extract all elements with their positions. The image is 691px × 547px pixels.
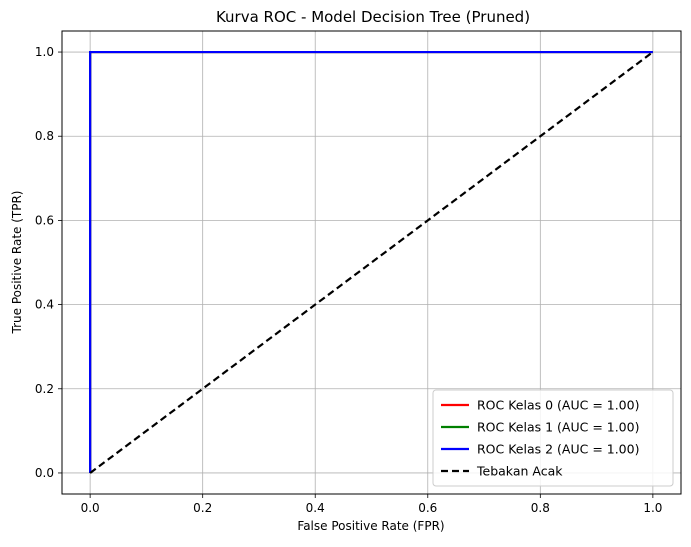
y-axis-label: True Positive Rate (TPR) (10, 191, 24, 335)
legend-label-0: ROC Kelas 0 (AUC = 1.00) (477, 398, 639, 413)
plot-frame (61, 30, 682, 495)
legend-label-3: Tebakan Acak (476, 464, 563, 479)
x-axis-label: False Positive Rate (FPR) (297, 519, 444, 533)
y-tick-label-3: 0.6 (35, 213, 54, 227)
axis-ticks: 0.0 0.2 0.4 0.6 0.8 1.0 0.0 0.2 0.4 0.6 0.8 1.0 (35, 45, 663, 515)
x-tick-label-2: 0.4 (306, 501, 325, 515)
series-layer (89, 50, 654, 474)
x-tick-label-4: 0.8 (531, 501, 550, 515)
y-tick-label-4: 0.8 (35, 129, 54, 143)
x-tick-label-1: 0.2 (193, 501, 212, 515)
y-tick-label-2: 0.4 (35, 298, 54, 312)
legend-label-2: ROC Kelas 2 (AUC = 1.00) (477, 442, 639, 457)
legend-label-1: ROC Kelas 1 (AUC = 1.00) (477, 420, 639, 435)
y-tick-label-5: 1.0 (35, 45, 54, 59)
x-tick-label-5: 1.0 (643, 501, 662, 515)
series-line-3 (89, 51, 654, 474)
y-tick-label-0: 0.0 (35, 466, 54, 480)
y-tick-label-1: 0.2 (35, 382, 54, 396)
x-tick-label-3: 0.6 (418, 501, 437, 515)
legend-box (432, 389, 674, 487)
series-line-2 (89, 50, 653, 473)
legend: ROC Kelas 0 (AUC = 1.00) ROC Kelas 1 (AUC… (432, 389, 674, 487)
chart-title: Kurva ROC - Model Decision Tree (Pruned) (216, 8, 530, 26)
x-tick-label-0: 0.0 (81, 501, 100, 515)
